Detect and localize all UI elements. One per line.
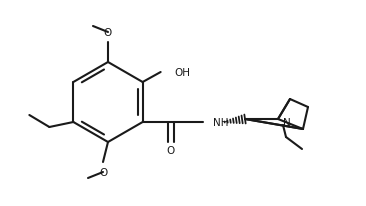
Text: O: O xyxy=(99,167,107,177)
Text: OH: OH xyxy=(175,68,191,78)
Text: O: O xyxy=(104,28,112,38)
Text: O: O xyxy=(167,145,175,155)
Text: NH: NH xyxy=(213,117,228,127)
Text: N: N xyxy=(283,117,291,127)
